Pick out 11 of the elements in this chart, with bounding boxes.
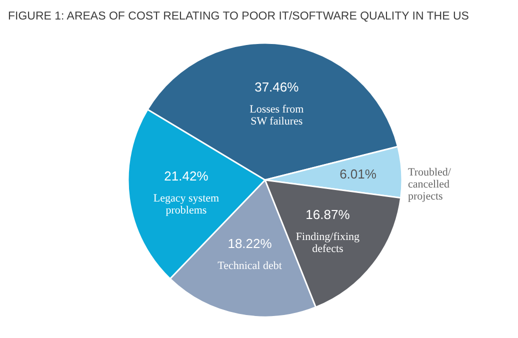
data-label: 37.46% — [254, 79, 300, 94]
slice-label: Legacy system problems — [153, 192, 220, 216]
data-label: 18.22% — [228, 236, 272, 251]
data-label: 16.87% — [306, 206, 350, 222]
slice-label: Troubled/cancelled projects — [408, 166, 452, 203]
slice-label: Finding/fixing defects — [296, 230, 360, 255]
chart-title: FIGURE 1: AREAS OF COST RELATING TO POOR IT/SOFTWARE QUALITY IN THE US — [8, 10, 470, 22]
slice-label: Losses from SW failures — [250, 103, 304, 128]
data-label: 6.01% — [340, 166, 377, 182]
slice-label: Technical debt — [218, 260, 282, 272]
data-label: 21.42% — [164, 168, 209, 184]
